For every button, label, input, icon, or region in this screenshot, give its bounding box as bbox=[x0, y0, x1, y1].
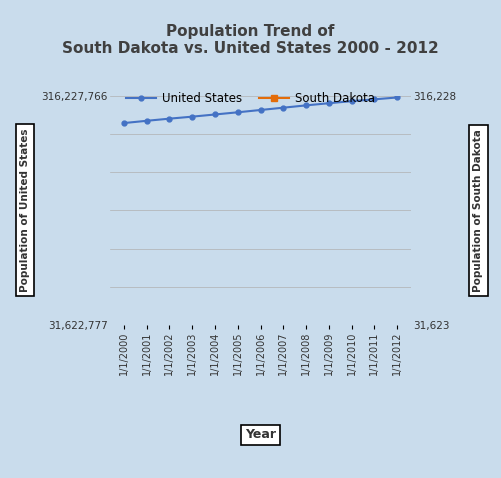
United States bbox=[394, 95, 400, 100]
United States bbox=[144, 118, 150, 124]
United States bbox=[349, 98, 355, 104]
United States bbox=[235, 109, 241, 115]
United States bbox=[121, 120, 127, 126]
United States bbox=[166, 116, 172, 121]
United States bbox=[326, 100, 332, 106]
United States bbox=[212, 112, 218, 118]
Text: Population Trend of
South Dakota vs. United States 2000 - 2012: Population Trend of South Dakota vs. Uni… bbox=[62, 24, 439, 56]
United States bbox=[189, 114, 195, 120]
United States bbox=[258, 107, 264, 113]
Line: United States: United States bbox=[121, 95, 400, 126]
Legend: United States, South Dakota: United States, South Dakota bbox=[121, 87, 380, 109]
Text: Population of United States: Population of United States bbox=[20, 129, 30, 292]
Text: Year: Year bbox=[245, 428, 276, 442]
United States bbox=[303, 102, 309, 108]
United States bbox=[371, 97, 377, 102]
Text: Population of South Dakota: Population of South Dakota bbox=[473, 129, 483, 292]
United States bbox=[280, 105, 286, 110]
